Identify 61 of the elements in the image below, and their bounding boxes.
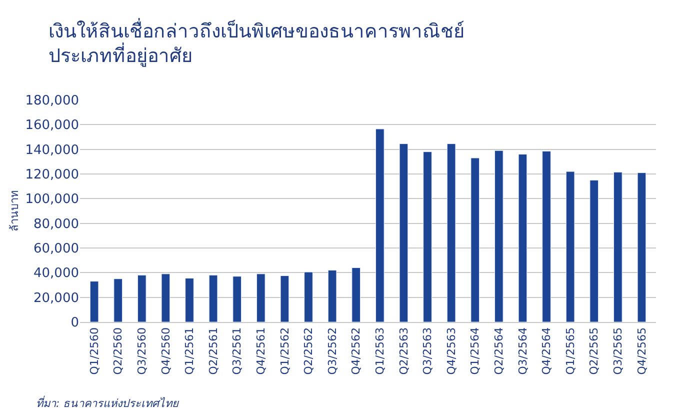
bar [637, 172, 646, 322]
x-tick-label: Q4/2565 [635, 327, 648, 375]
x-tick-label: Q4/2562 [350, 327, 363, 375]
x-tick-label: Q2/2561 [206, 327, 220, 375]
bar [90, 281, 99, 322]
x-tick-label: Q1/2562 [278, 327, 292, 375]
y-tick-label: 180,000 [25, 94, 79, 109]
x-tick-label: Q3/2561 [230, 327, 244, 375]
bar [137, 274, 146, 322]
x-tick-label: Q2/2565 [588, 327, 601, 375]
bar [494, 150, 504, 322]
bar [446, 144, 456, 322]
y-tick-label: 40,000 [34, 266, 79, 282]
bar [614, 172, 622, 322]
bar [114, 278, 122, 322]
bar [566, 171, 575, 322]
bar [399, 144, 408, 322]
bar [280, 276, 290, 322]
x-tick-label: Q2/2563 [397, 327, 410, 375]
x-tick-label: Q4/2560 [159, 327, 172, 375]
bar [304, 272, 313, 322]
x-tick-label: Q1/2563 [373, 327, 386, 375]
bar [232, 276, 242, 322]
x-tick-label: Q4/2564 [540, 327, 554, 375]
bar [423, 152, 432, 322]
bar [375, 128, 384, 322]
x-tick-label: Q4/2561 [254, 327, 268, 375]
bar [352, 267, 361, 322]
x-tick-label: Q1/2564 [468, 327, 482, 375]
x-tick-label: Q1/2561 [183, 327, 196, 375]
x-tick-label: Q3/2563 [421, 327, 434, 375]
bar [328, 270, 337, 322]
x-tick-label: Q4/2563 [444, 327, 458, 375]
y-axis-title: ล้านบาท [8, 190, 21, 232]
chart-title: เงินให้สินเชื่อกล่าวถึงเป็นพิเศษของธนาคารพาณิชย์ ประเภทที่อยู่อาศัย [48, 18, 465, 68]
x-tick-label: Q1/2560 [88, 327, 101, 375]
x-tick-label: Q2/2560 [112, 327, 125, 375]
x-tick-label: Q3/2562 [326, 327, 339, 375]
y-tick-label: 80,000 [34, 216, 79, 232]
y-tick-label: 140,000 [25, 142, 79, 158]
text: ที่มา: ธนาคารแห่งประเทศไทย [36, 395, 180, 410]
y-tick-label: 0 [70, 316, 79, 331]
x-tick-label: Q2/2562 [302, 327, 316, 375]
bar [256, 274, 266, 322]
y-tick-label: 160,000 [25, 118, 79, 134]
bar [590, 180, 599, 322]
x-tick-label: Q3/2565 [611, 327, 624, 375]
y-tick-label: 60,000 [34, 242, 79, 257]
bar [161, 274, 170, 322]
x-tick-label: Q2/2564 [492, 327, 506, 375]
x-tick-label: Q3/2560 [135, 327, 148, 375]
bar [185, 278, 194, 322]
x-tick-label: Q3/2564 [516, 327, 530, 375]
x-tick-label: Q1/2565 [564, 327, 577, 375]
bar [518, 154, 528, 322]
y-tick-label: 120,000 [25, 168, 79, 183]
y-tick-label: 100,000 [25, 192, 79, 208]
bar [542, 150, 551, 322]
y-tick-label: 20,000 [34, 290, 79, 306]
bar [470, 158, 480, 322]
bar [208, 274, 218, 322]
